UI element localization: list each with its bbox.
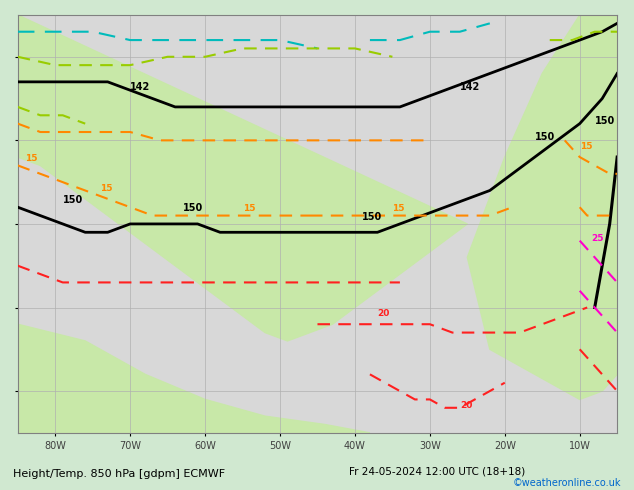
Polygon shape [18,15,467,341]
Text: 142: 142 [130,82,150,92]
Text: 15: 15 [25,154,38,163]
Text: 15: 15 [579,142,592,151]
Text: 15: 15 [392,204,405,213]
Text: ©weatheronline.co.uk: ©weatheronline.co.uk [513,478,621,488]
Text: 150: 150 [534,132,555,143]
Polygon shape [18,15,617,433]
Text: 150: 150 [595,116,615,125]
Text: Height/Temp. 850 hPa [gdpm] ECMWF: Height/Temp. 850 hPa [gdpm] ECMWF [13,469,225,479]
Text: 142: 142 [460,82,480,92]
Text: 150: 150 [363,212,383,222]
Text: 25: 25 [591,234,604,243]
Text: 150: 150 [183,203,203,213]
Text: 20: 20 [460,401,472,410]
Text: Fr 24-05-2024 12:00 UTC (18+18): Fr 24-05-2024 12:00 UTC (18+18) [349,466,525,476]
Polygon shape [467,15,617,399]
Polygon shape [18,324,370,433]
Text: 15: 15 [243,204,255,213]
Text: 20: 20 [377,309,390,318]
Text: 15: 15 [100,183,113,193]
Text: 150: 150 [63,195,83,205]
